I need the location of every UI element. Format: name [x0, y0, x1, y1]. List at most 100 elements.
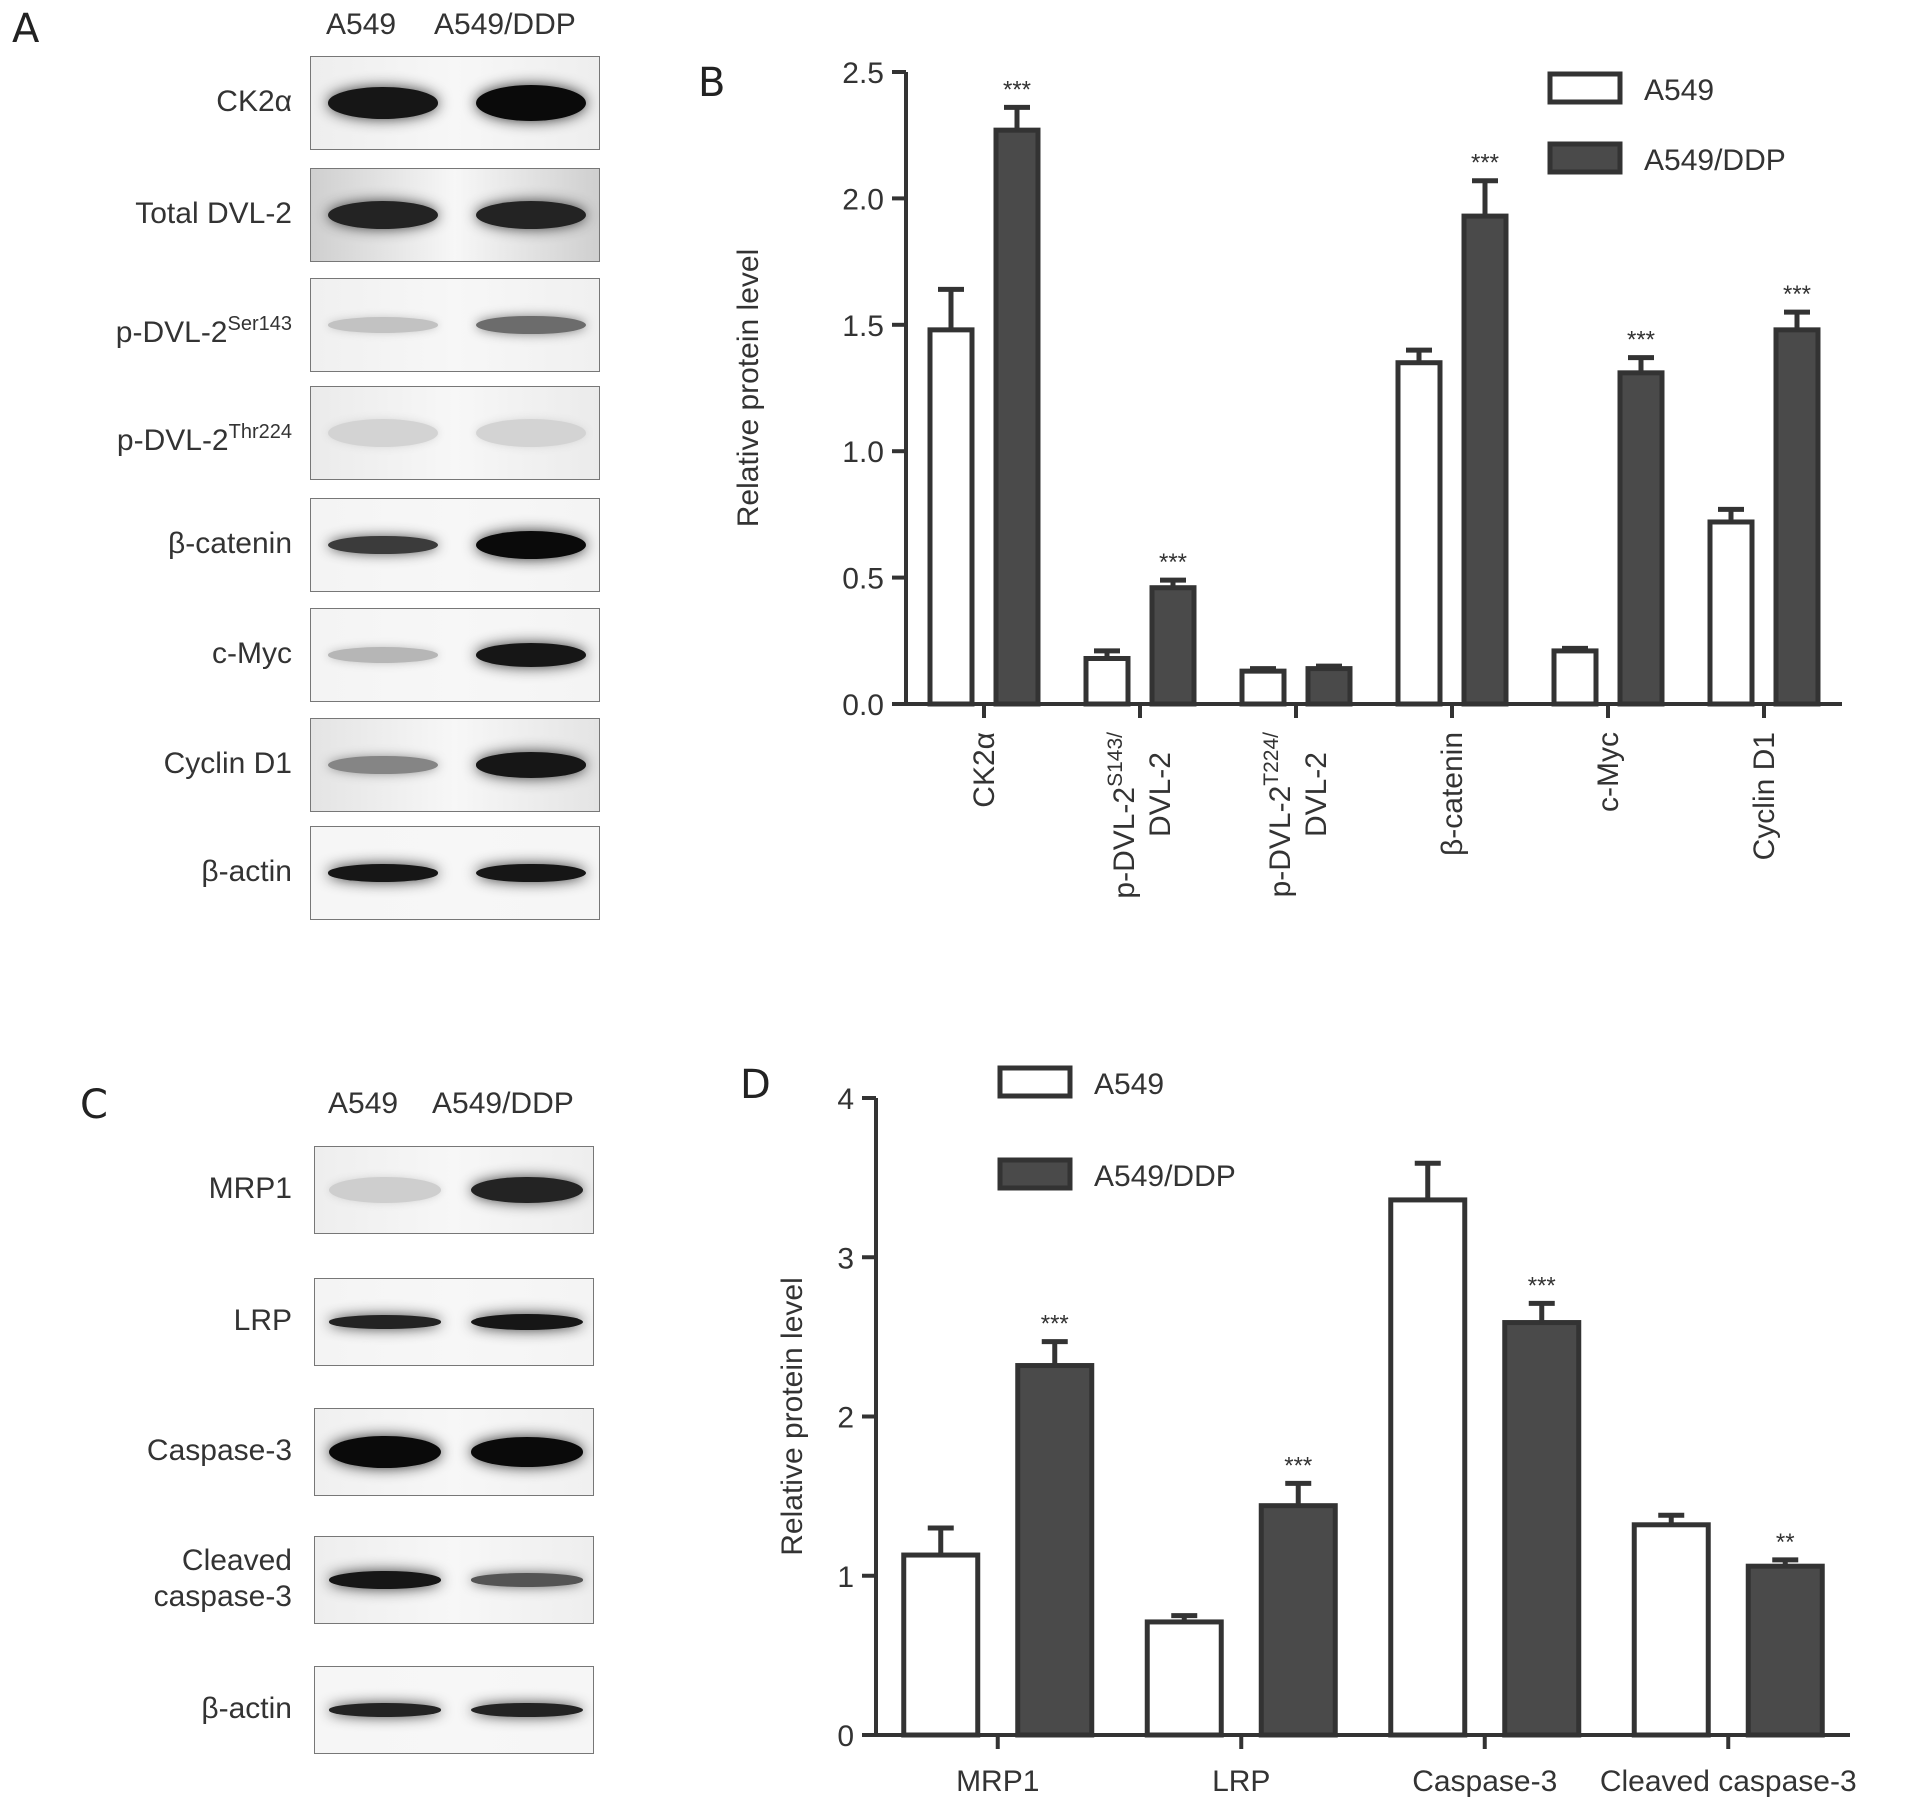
panel-a-blot-band [328, 755, 438, 775]
panel-b-y-tick-label: 0.0 [842, 689, 884, 722]
panel-b-x-tick-label-line2: DVL-2 [1144, 752, 1177, 837]
panel-b-y-tick-label: 2.5 [842, 57, 884, 90]
panel-b-bar-a549-ddp-1 [1149, 585, 1197, 707]
panel-a-blot-band [328, 87, 438, 119]
panel-c-blot-band [329, 1703, 441, 1717]
panel-a-blot-band [476, 752, 586, 778]
panel-a-blot-image-cyclin-d1 [310, 718, 600, 812]
panel-b-y-tick-label: 2.0 [842, 183, 884, 216]
panel-b-bar-chart: 0.0 0.5 1.0 1.5 2.0 2.5 Relative protein level… [732, 57, 1842, 899]
panel-b-legend-swatch-a549-ddp [1547, 141, 1623, 175]
panel-c-blot-label-line: β-actin [201, 1692, 292, 1725]
panel-b-significance-marker: *** [1471, 150, 1499, 177]
panel-d-x-tick-label: Caspase-3 [1412, 1765, 1557, 1798]
panel-d-x-tick-label: Cleaved caspase-3 [1600, 1765, 1857, 1798]
panel-d-y-tick-label: 2 [837, 1402, 854, 1435]
panel-c-blot-image-caspase-3 [314, 1408, 594, 1496]
panel-b-bar-a549-ddp-5 [1773, 327, 1821, 707]
panel-a-blot-label-line: p-DVL-2Ser143 [115, 313, 293, 349]
panel-d-significance-marker: ** [1776, 1529, 1795, 1556]
panel-b-x-tick-label: Cyclin D1 [1748, 732, 1781, 860]
panel-d-legend-swatch-a549-ddp [997, 1157, 1073, 1191]
panel-b-y-axis-label: Relative protein level [732, 249, 765, 527]
panel-c-blot-label-line: Caspase-3 [146, 1434, 292, 1467]
panel-b-y-tick-label: 1.0 [842, 436, 884, 469]
panel-b-significance-marker: *** [1003, 76, 1031, 103]
panel-d-y-tick-label: 3 [837, 1242, 854, 1275]
panel-a-blot-label-line: Total DVL-2 [135, 197, 292, 230]
panel-a-blot-label-ck2: CK2α [216, 84, 292, 120]
panel-d-bar-a549-0 [901, 1552, 981, 1738]
panel-c-blot-label-mrp1: MRP1 [209, 1171, 292, 1207]
panel-a-blot-band [328, 317, 438, 333]
panel-c-blot-band [471, 1702, 583, 1718]
panel-c-blot-band [329, 1176, 441, 1204]
panel-c-letter: C [80, 1082, 108, 1128]
panel-b-x-tick-label-line2: DVL-2 [1300, 752, 1333, 837]
panel-a-lane-a549-ddp: A549/DDP [434, 8, 576, 41]
panel-a-blot-label-line: Cyclin D1 [163, 747, 292, 780]
panel-a-blot-label-cyclin-d1: Cyclin D1 [164, 746, 292, 782]
panel-a-blot-label-actin: β-actin [201, 854, 292, 890]
panel-d-significance-marker: *** [1041, 1311, 1069, 1338]
panel-d-x-tick-label: LRP [1212, 1765, 1270, 1798]
panel-a-blot-label-superscript: Thr224 [228, 421, 292, 443]
panel-a-blot-label-line: p-DVL-2Thr224 [116, 421, 292, 457]
panel-a-blot-band [476, 418, 586, 448]
panel-c-blot-label-line: caspase-3 [153, 1580, 292, 1613]
panel-b-y-tick-label: 0.5 [842, 563, 884, 596]
panel-c-blot-image-lrp [314, 1278, 594, 1366]
panel-a-blot-label-c-myc: c-Myc [212, 636, 292, 672]
panel-a-blot-label-line: CK2α [216, 85, 292, 118]
panel-d-y-tick-label: 0 [837, 1720, 854, 1753]
panel-a-blot-band [328, 418, 438, 448]
panel-c-blot-band [471, 1573, 583, 1587]
panel-d-bar-a549-2 [1388, 1197, 1468, 1738]
panel-d-bar-a549-1 [1144, 1619, 1224, 1738]
panel-d-bar-a549-ddp-2 [1502, 1320, 1582, 1738]
panel-c-blot-band [471, 1437, 583, 1467]
panel-a-blot-band [328, 647, 438, 663]
panel-d-bar-a549-ddp-0 [1015, 1363, 1095, 1738]
panel-c-blot-label-line: Cleaved [181, 1544, 292, 1577]
panel-b-x-tick-label-group: β-catenin [1436, 732, 1469, 856]
panel-a-blot-image-p-dvl-2ser143 [310, 278, 600, 372]
panel-a-blot-band [328, 200, 438, 230]
panel-c-blot-label-cleaved-caspase-3: Cleaved caspase-3 [154, 1543, 292, 1615]
panel-d-significance-marker: *** [1284, 1452, 1312, 1479]
panel-b-legend-label-a549: A549 [1644, 74, 1714, 107]
panel-a-lane-a549: A549 [326, 8, 397, 41]
panel-b-x-tick-label-group: Cyclin D1 [1748, 732, 1781, 860]
panel-b-x-tick-label-group: CK2α [968, 732, 1001, 808]
panel-a-blot-image-c-myc [310, 608, 600, 702]
panel-b-x-tick-label-group: p-DVL-2T224/DVL-2 [1260, 732, 1333, 898]
panel-b-significance-marker: *** [1627, 327, 1655, 354]
panel-a-blot-image-ck2 [310, 56, 600, 150]
panel-a-blot-label-catenin: β-catenin [168, 526, 292, 562]
panel-a-blot-image-total-dvl-2 [310, 168, 600, 262]
panel-b-y-tick-label: 1.5 [842, 310, 884, 343]
panel-d-legend-swatch-a549 [997, 1065, 1073, 1099]
panel-a-blot-label-superscript: Ser143 [227, 313, 293, 335]
panel-c-blot-image-actin [314, 1666, 594, 1754]
panel-c-blot-band [471, 1313, 583, 1331]
panel-d-y-tick-label: 4 [837, 1083, 854, 1116]
panel-c-blot-label-lrp: LRP [234, 1303, 292, 1339]
panel-c-blot-label-actin: β-actin [201, 1691, 292, 1727]
panel-b-letter: B [698, 60, 726, 106]
panel-b-bar-a549-0 [927, 327, 975, 707]
panel-b-bar-a549-ddp-3 [1461, 213, 1509, 707]
panel-a-blot-band [476, 315, 586, 335]
panel-c-blot-label-caspase-3: Caspase-3 [147, 1433, 292, 1469]
panel-d-y-axis-label: Relative protein level [776, 1277, 809, 1555]
panel-b-x-tick-label: c-Myc [1592, 732, 1625, 812]
panel-a-blot-image-catenin [310, 498, 600, 592]
panel-b-x-tick-label-group: c-Myc [1592, 732, 1625, 812]
panel-b-x-tick-label: CK2α [968, 732, 1001, 808]
panel-c-blot-band [471, 1176, 583, 1204]
panel-d-y-tick-label: 1 [837, 1561, 854, 1594]
panel-c-blot-image-cleaved-caspase-3 [314, 1536, 594, 1624]
panel-b-significance-marker: *** [1159, 549, 1187, 576]
panel-a-blot-band [476, 200, 586, 230]
